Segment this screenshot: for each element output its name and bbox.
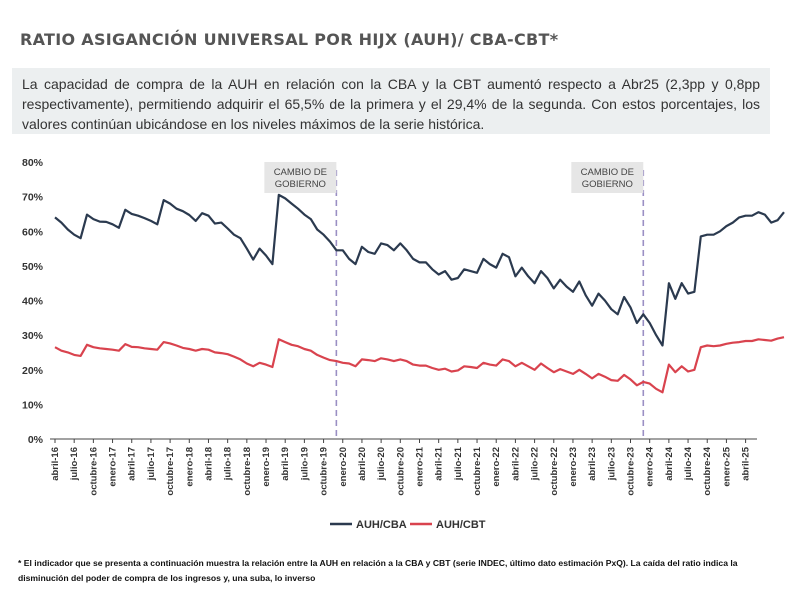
x-tick-label: abril-24: [664, 446, 675, 481]
x-tick-label: julio-18: [223, 447, 234, 481]
y-tick-label: 20%: [22, 365, 44, 377]
legend-label: AUH/CBA: [356, 519, 407, 531]
x-tick-label: enero-19: [261, 447, 272, 487]
x-tick-label: enero-25: [721, 446, 732, 486]
x-tick-label: abril-18: [203, 447, 214, 481]
x-tick-label: julio-23: [606, 447, 617, 481]
annotation-box: [571, 162, 644, 193]
x-tick-label: abril-16: [50, 447, 61, 481]
x-tick-label: enero-20: [338, 447, 349, 487]
x-tick-label: octubre-24: [702, 446, 713, 495]
annotation-label: GOBIERNO: [275, 179, 326, 190]
annotation-label: GOBIERNO: [582, 179, 633, 190]
y-tick-label: 80%: [22, 157, 44, 169]
x-tick-label: enero-21: [414, 446, 425, 486]
x-tick-label: julio-17: [146, 447, 157, 481]
x-tick-label: enero-23: [568, 447, 579, 487]
x-tick-label: octubre-18: [242, 447, 253, 496]
x-tick-label: enero-17: [108, 447, 119, 487]
annotation-label: CAMBIO DE: [581, 167, 634, 178]
x-tick-label: octubre-16: [88, 447, 99, 496]
x-tick-label: enero-24: [645, 446, 656, 486]
page-title: RATIO ASIGANCIÓN UNIVERSAL POR HIJX (AUH…: [20, 30, 559, 49]
x-tick-label: octubre-17: [165, 447, 176, 496]
x-tick-label: abril-25: [741, 446, 752, 481]
x-tick-label: julio-24: [683, 446, 694, 481]
x-tick-label: julio-16: [69, 447, 80, 481]
x-tick-label: abril-20: [357, 447, 368, 481]
summary-box: La capacidad de compra de la AUH en rela…: [12, 68, 770, 134]
annotation-label: CAMBIO DE: [274, 167, 327, 178]
x-tick-label: abril-22: [510, 447, 521, 481]
x-tick-label: enero-22: [491, 447, 502, 487]
footnote: * El indicador que se presenta a continu…: [18, 558, 738, 583]
x-tick-label: julio-20: [376, 447, 387, 481]
y-tick-label: 70%: [22, 192, 44, 204]
series-line-auh-cba: [54, 193, 785, 347]
x-tick-label: octubre-19: [319, 447, 330, 496]
x-tick-label: octubre-21: [472, 446, 483, 495]
y-tick-label: 0%: [28, 434, 44, 446]
y-tick-label: 40%: [22, 296, 44, 308]
y-tick-label: 10%: [22, 399, 44, 411]
x-tick-label: enero-18: [184, 447, 195, 487]
x-tick-label: abril-23: [587, 447, 598, 481]
x-tick-label: abril-19: [280, 447, 291, 481]
annotation-box: [264, 162, 337, 193]
x-tick-label: abril-21: [434, 446, 445, 481]
x-tick-label: julio-21: [453, 446, 464, 481]
x-tick-label: octubre-23: [626, 447, 637, 496]
y-tick-label: 50%: [22, 261, 44, 273]
series-line-auh-cbt: [54, 336, 785, 394]
x-tick-label: abril-17: [127, 447, 138, 481]
legend-label: AUH/CBT: [436, 519, 486, 531]
x-tick-label: julio-19: [299, 447, 310, 481]
line-chart: 0% 10% 20% 30% 40% 50% 60% 70% 80% abril-16 julio-…: [22, 157, 785, 531]
y-tick-label: 30%: [22, 330, 44, 342]
x-tick-label: octubre-22: [549, 447, 560, 496]
y-tick-label: 60%: [22, 226, 44, 238]
x-tick-label: julio-22: [530, 447, 541, 481]
x-tick-label: octubre-20: [395, 447, 406, 496]
